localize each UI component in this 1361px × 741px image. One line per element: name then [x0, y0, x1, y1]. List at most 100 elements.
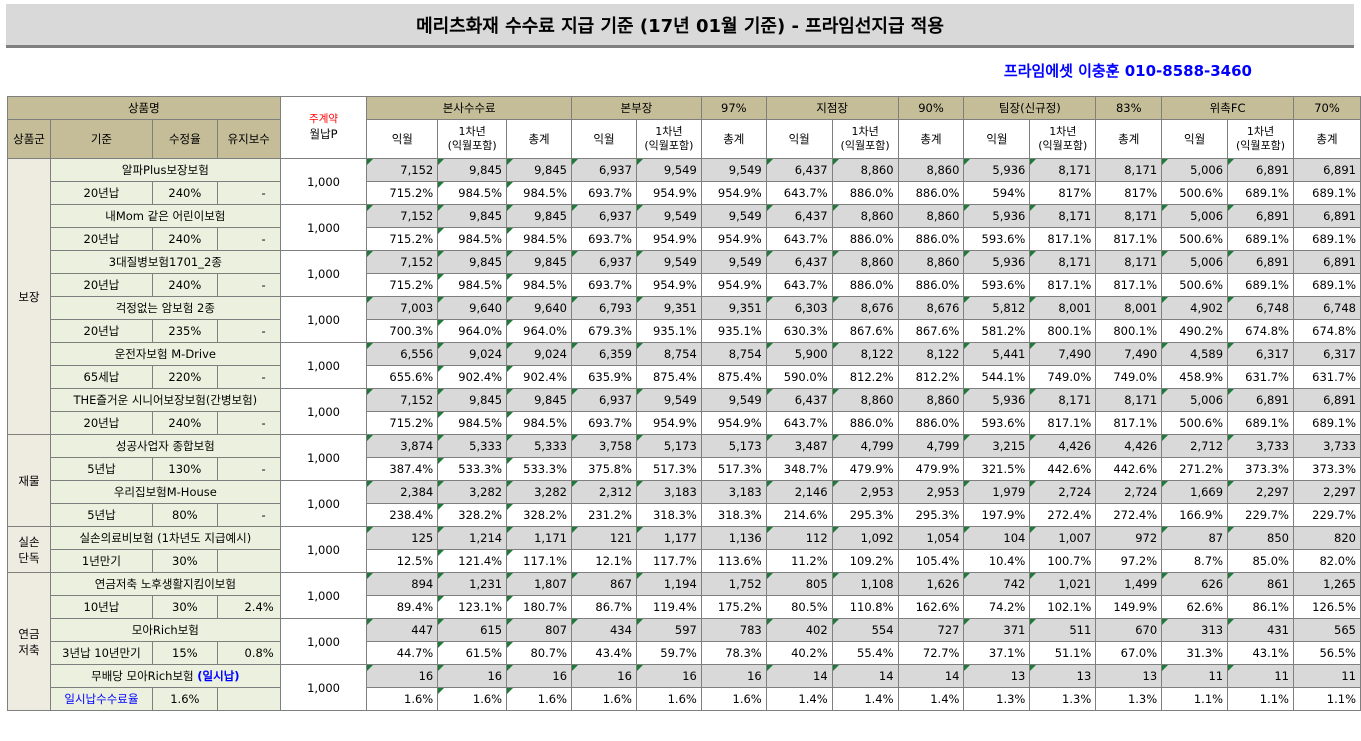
commission-amount: 4,589: [1161, 342, 1229, 366]
commission-percent: 693.7%: [571, 227, 637, 251]
commission-percent: 86.1%: [1227, 595, 1294, 619]
commission-percent: 102.1%: [1029, 595, 1097, 619]
commission-percent: 1.6%: [366, 687, 439, 711]
commission-amount: 511: [1029, 618, 1097, 642]
commission-percent: 902.4%: [437, 365, 508, 389]
commission-percent: 1.1%: [1161, 687, 1229, 711]
commission-percent: 631.7%: [1227, 365, 1294, 389]
commission-percent: 689.1%: [1227, 181, 1294, 205]
commission-amount: 5,936: [963, 388, 1031, 412]
commission-percent: 817.1%: [1029, 411, 1097, 435]
maintenance-fee: -: [216, 181, 281, 205]
commission-percent: 197.9%: [963, 503, 1031, 527]
maint-header: 유지보수: [216, 119, 281, 159]
commission-amount: 9,845: [437, 388, 508, 412]
product-row-amount: 연금 저축 연금저축 노후생활지킴이보험 1,000 894 1,231 1,807 867…: [7, 572, 1361, 711]
commission-amount: 1,136: [700, 526, 767, 550]
commission-percent: 271.2%: [1161, 457, 1229, 481]
commission-percent: 80.7%: [506, 641, 573, 665]
commission-percent: 800.1%: [1029, 319, 1097, 343]
commission-amount: 8,122: [897, 342, 965, 366]
maintenance-fee: -: [216, 503, 281, 527]
commission-percent: 689.1%: [1227, 273, 1294, 297]
commission-amount: 313: [1161, 618, 1229, 642]
commission-percent: 693.7%: [571, 411, 637, 435]
adjust-rate: 240%: [151, 411, 218, 435]
maintenance-fee: -: [216, 411, 281, 435]
product-group: 재물: [7, 434, 51, 527]
commission-percent: 593.6%: [963, 227, 1031, 251]
commission-amount: 2,953: [897, 480, 965, 504]
commission-percent: 655.6%: [366, 365, 439, 389]
commission-percent: 231.2%: [571, 503, 637, 527]
commission-percent: 693.7%: [571, 273, 637, 297]
commission-amount: 807: [506, 618, 573, 642]
jijeomjang-rate: 90%: [897, 96, 965, 120]
commission-percent: 490.2%: [1161, 319, 1229, 343]
product-row-percent: 1년만기 30% 12.5% 121.4% 117.1% 12.1% 117.7% 113.6…: [8, 549, 1361, 573]
commission-percent: 715.2%: [366, 411, 439, 435]
commission-percent: 954.9%: [635, 273, 702, 297]
commission-amount: 6,891: [1292, 158, 1361, 182]
commission-amount: 8,754: [700, 342, 767, 366]
product-name-text: 우리집보험M-House: [113, 485, 217, 499]
commission-amount: 1,979: [963, 480, 1031, 504]
commission-amount: 9,549: [635, 388, 702, 412]
commission-amount: 6,891: [1227, 250, 1294, 274]
commission-percent: 679.3%: [571, 319, 637, 343]
commission-percent: 643.7%: [765, 227, 833, 251]
premium-header-red: 주계약: [309, 113, 339, 125]
commission-percent: 74.2%: [963, 595, 1031, 619]
commission-amount: 121: [571, 526, 637, 550]
fc-total-header: 총계: [1292, 119, 1361, 159]
commission-percent: 113.6%: [700, 549, 767, 573]
product-name-suffix: (일시납): [197, 669, 240, 683]
product-name: 알파Plus보장보험: [49, 158, 281, 182]
adjust-rate: 30%: [151, 549, 218, 573]
commission-percent: 984.5%: [437, 273, 508, 297]
commission-percent: 89.4%: [366, 595, 439, 619]
commission-percent: 689.1%: [1227, 227, 1294, 251]
commission-amount: 3,282: [506, 480, 573, 504]
commission-percent: 517.3%: [700, 457, 767, 481]
commission-amount: 11: [1161, 664, 1229, 688]
commission-percent: 109.2%: [831, 549, 899, 573]
fc-month-header: 익월: [1161, 119, 1229, 159]
year1-sub-label: (익월포함): [644, 139, 694, 152]
commission-amount: 1,108: [831, 572, 899, 596]
commission-percent: 1.1%: [1227, 687, 1294, 711]
product-name-header: 상품명: [7, 96, 281, 120]
commission-amount: 3,758: [571, 434, 637, 458]
commission-amount: 9,549: [635, 250, 702, 274]
product-name: 무배당 모아Rich보험 (일시납): [49, 664, 281, 688]
commission-amount: 434: [571, 618, 637, 642]
commission-amount: 16: [700, 664, 767, 688]
commission-amount: 5,173: [700, 434, 767, 458]
bonbujang-year1-header: 1차년 (익월포함): [635, 119, 702, 159]
bonbujang-header: 본부장: [571, 96, 702, 120]
product-name-text: 연금저축 노후생활지킴이보험: [94, 577, 236, 591]
payment-basis: 20년납: [49, 181, 153, 205]
commission-amount: 5,006: [1161, 158, 1229, 182]
commission-percent: 500.6%: [1161, 411, 1229, 435]
adjust-rate: 240%: [151, 227, 218, 251]
commission-amount: 8,860: [897, 158, 965, 182]
timjang-rate: 83%: [1095, 96, 1163, 120]
commission-percent: 674.8%: [1227, 319, 1294, 343]
hq-month-header: 익월: [366, 119, 439, 159]
commission-amount: 8,171: [1029, 204, 1097, 228]
commission-amount: 6,891: [1227, 204, 1294, 228]
commission-percent: 175.2%: [700, 595, 767, 619]
commission-percent: 984.5%: [506, 181, 573, 205]
commission-percent: 886.0%: [831, 273, 899, 297]
commission-percent: 373.3%: [1227, 457, 1294, 481]
commission-amount: 1,214: [437, 526, 508, 550]
product-name: 연금저축 노후생활지킴이보험: [49, 572, 281, 596]
commission-percent: 123.1%: [437, 595, 508, 619]
adjust-rate: 1.6%: [151, 687, 218, 711]
commission-percent: 674.8%: [1292, 319, 1361, 343]
payment-basis: 20년납: [49, 227, 153, 251]
commission-percent: 105.4%: [897, 549, 965, 573]
commission-amount: 9,549: [700, 250, 767, 274]
commission-percent: 593.6%: [963, 411, 1031, 435]
